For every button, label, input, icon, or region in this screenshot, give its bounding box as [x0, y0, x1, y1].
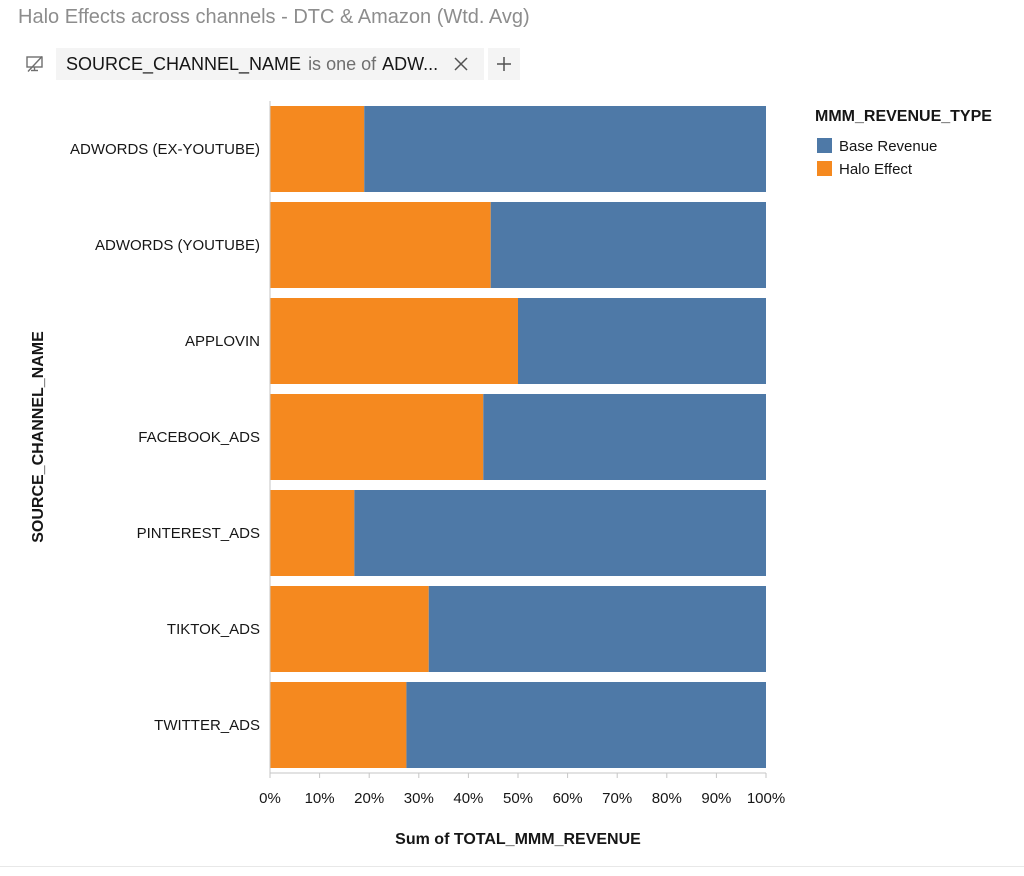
filter-field: SOURCE_CHANNEL_NAME	[66, 53, 302, 74]
filter-bar: SOURCE_CHANNEL_NAME is one of ADW...	[20, 48, 521, 80]
y-tick-label: APPLOVIN	[185, 333, 260, 350]
bar-halo-effect-0[interactable]	[270, 106, 365, 192]
x-tick-label: 20%	[354, 790, 384, 807]
x-tick-label: 90%	[701, 790, 731, 807]
bar-halo-effect-5[interactable]	[270, 586, 429, 672]
x-tick-label: 70%	[602, 790, 632, 807]
bar-halo-effect-2[interactable]	[270, 298, 518, 384]
x-axis-title: Sum of TOTAL_MMM_REVENUE	[395, 831, 641, 848]
bar-halo-effect-1[interactable]	[270, 202, 491, 288]
y-tick-label: FACEBOOK_ADS	[138, 429, 260, 446]
bar-halo-effect-6[interactable]	[270, 682, 407, 768]
bar-halo-effect-3[interactable]	[270, 394, 484, 480]
plus-icon[interactable]	[488, 48, 521, 80]
y-tick-label: PINTEREST_ADS	[137, 525, 260, 542]
bar-base-revenue-1[interactable]	[490, 202, 766, 288]
legend-label: Halo Effect	[839, 161, 913, 178]
x-tick-label: 100%	[747, 790, 785, 807]
y-tick-label: ADWORDS (YOUTUBE)	[95, 237, 260, 254]
bar-base-revenue-3[interactable]	[483, 394, 766, 480]
legend-swatch-halo-effect[interactable]	[817, 161, 832, 176]
filter-display-icon[interactable]	[20, 49, 50, 79]
x-tick-label: 80%	[652, 790, 682, 807]
x-tick-label: 40%	[453, 790, 483, 807]
divider	[0, 866, 1024, 867]
y-axis-title: SOURCE_CHANNEL_NAME	[30, 331, 47, 543]
filter-value: ADW...	[382, 53, 439, 74]
x-tick-label: 10%	[305, 790, 335, 807]
legend-title: MMM_REVENUE_TYPE	[815, 108, 992, 125]
y-tick-label: ADWORDS (EX-YOUTUBE)	[70, 141, 260, 158]
close-icon[interactable]	[446, 48, 476, 80]
bar-base-revenue-2[interactable]	[518, 298, 766, 384]
x-tick-label: 50%	[503, 790, 533, 807]
bar-base-revenue-5[interactable]	[428, 586, 766, 672]
y-tick-label: TWITTER_ADS	[154, 717, 260, 734]
y-tick-label: TIKTOK_ADS	[167, 621, 260, 638]
x-tick-label: 60%	[553, 790, 583, 807]
bar-base-revenue-6[interactable]	[406, 682, 766, 768]
legend-label: Base Revenue	[839, 138, 937, 155]
filter-operator: is one of	[308, 53, 377, 74]
legend-swatch-base-revenue[interactable]	[817, 138, 832, 153]
bar-base-revenue-0[interactable]	[364, 106, 766, 192]
filter-pill[interactable]: SOURCE_CHANNEL_NAME is one of ADW...	[56, 48, 485, 80]
bar-base-revenue-4[interactable]	[354, 490, 766, 576]
x-tick-label: 0%	[259, 790, 281, 807]
x-tick-label: 30%	[404, 790, 434, 807]
bar-halo-effect-4[interactable]	[270, 490, 355, 576]
chart-title: Halo Effects across channels - DTC & Ama…	[18, 6, 530, 28]
